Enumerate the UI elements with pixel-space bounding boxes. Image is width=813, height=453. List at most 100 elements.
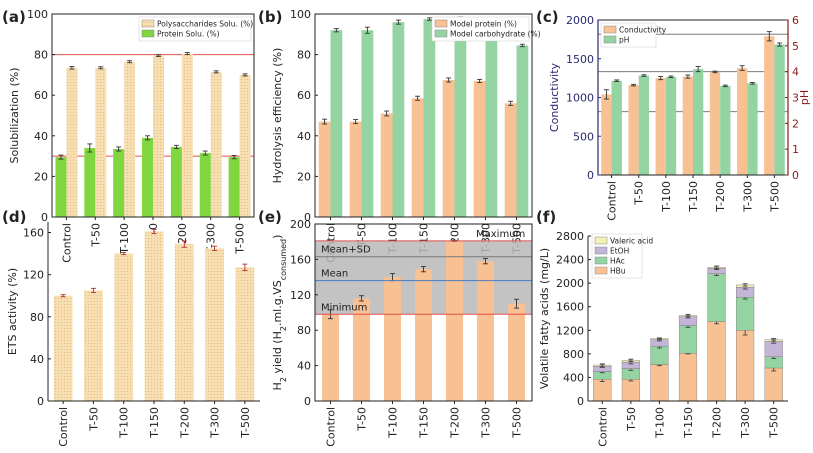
x-tick-label: Control (57, 407, 70, 447)
x-tick-label: T-300 (741, 181, 754, 213)
bar-hac (736, 297, 755, 331)
legend-swatch (594, 256, 608, 265)
y-axis-label-left: Conductivity (548, 62, 561, 132)
bar-s2 (330, 30, 343, 217)
legend-entry: HAc (610, 257, 625, 266)
x-tick-label: Control (596, 407, 609, 447)
y-tick-label: 80 (30, 311, 44, 324)
y-left-tick-label: 1000 (566, 92, 594, 105)
x-tick-label: T-100 (653, 407, 666, 439)
bar-s2 (113, 148, 125, 217)
y-axis-label: H2 yield (H2.ml.g.VSconsumed) (271, 235, 288, 391)
bar-h2-yield (476, 261, 495, 401)
bar-s1 (504, 103, 517, 217)
y-left-tick-label: 1500 (566, 53, 594, 66)
panel-label-a: (a) (2, 8, 26, 26)
y-tick-label: 0 (304, 211, 311, 224)
y-axis-label: Solubilization (%) (8, 67, 21, 163)
x-tick-label: T-50 (625, 407, 638, 432)
x-tick-label: T-500 (768, 181, 781, 213)
x-tick-label: T-200 (449, 407, 462, 439)
x-tick-label: T-150 (148, 407, 161, 439)
panel-label-b: (b) (258, 8, 282, 26)
bar-s2 (485, 32, 498, 217)
chart-f: 0 400 800 1200 1600 2000 2400 2800 Control T-50 T-… (538, 230, 788, 447)
chart-a: 020406080100ControlT-50T-100T-150T-200T-… (8, 8, 255, 263)
bar-hbu (736, 330, 755, 402)
bar-ets (174, 244, 194, 401)
reference-label: Mean (321, 269, 348, 280)
y-tick-label: 0 (304, 395, 311, 408)
bar-conductivity (628, 85, 639, 175)
bar-conductivity (655, 78, 666, 175)
x-tick-label: T-50 (89, 223, 102, 248)
y-tick-label: 1200 (556, 324, 584, 337)
y-tick-label: 160 (23, 227, 44, 240)
x-tick-label: Control (606, 181, 619, 221)
y-tick-label: 40 (297, 360, 311, 373)
y-tick-label: 60 (34, 89, 48, 102)
legend-entry: pH (619, 36, 629, 45)
panel-label-c: (c) (536, 8, 559, 26)
bar-hac (650, 345, 669, 365)
x-tick-label: T-150 (418, 407, 431, 439)
y-tick-label: 400 (563, 371, 584, 384)
x-tick-label: T-150 (687, 181, 700, 213)
y-left-tick-label: 0 (587, 169, 594, 182)
bar-s2 (361, 30, 374, 217)
bar-s1 (349, 121, 362, 217)
bar-ets (53, 295, 73, 401)
y-tick-label: 40 (297, 130, 311, 143)
legend-entry: Valeric acid (610, 237, 653, 246)
y-tick-label: 0 (41, 211, 48, 224)
legend-entry: Polysaccharides Solu. (%) (157, 20, 253, 29)
legend-swatch (141, 19, 155, 28)
bar-h2-yield (507, 303, 526, 401)
bar-s2 (170, 146, 182, 217)
y-tick-label: 100 (27, 8, 48, 21)
y-tick-label: 120 (23, 269, 44, 282)
bar-conductivity (736, 68, 748, 175)
y-tick-label: 120 (290, 289, 311, 302)
y-right-tick-label: 4 (792, 66, 799, 79)
bar-s1 (442, 79, 455, 217)
x-tick-label: T-300 (480, 407, 493, 439)
bar-h2-yield (383, 277, 402, 401)
y-axis-label: ETS activity (%) (6, 268, 19, 355)
legend-entry: Protein Solu. (%) (157, 30, 220, 39)
chart-d: 0 40 80 120 160 Control T-50 T-100 T-150 T-200 T-3… (6, 222, 260, 447)
bar-s1 (473, 80, 486, 218)
bar-conductivity (601, 94, 612, 175)
x-tick-label: T-50 (87, 407, 100, 432)
bar-ph (774, 44, 785, 175)
y-right-tick-label: 2 (792, 117, 799, 130)
bar-ets (205, 248, 224, 401)
bar-s2 (516, 45, 529, 218)
y-tick-label: 0 (37, 395, 44, 408)
y-axis-label-right: pH (798, 90, 811, 105)
y-tick-label: 2400 (556, 254, 584, 267)
bar-hbu (764, 367, 783, 402)
x-tick-label: T-500 (511, 407, 524, 439)
legend-box (138, 16, 252, 42)
legend-swatch (603, 25, 617, 34)
bar-ph (665, 76, 677, 175)
bar-ph (611, 80, 622, 175)
bar-s2 (199, 153, 211, 217)
bar-hbu (621, 378, 640, 402)
legend-box (431, 16, 530, 42)
bar-s2 (84, 147, 96, 217)
bar-s2 (454, 20, 467, 218)
y-tick-label: 200 (290, 218, 311, 231)
y-right-tick-label: 3 (792, 92, 799, 105)
bar-hbu (707, 321, 726, 402)
bar-s1 (318, 121, 331, 217)
y-tick-label: 80 (297, 324, 311, 337)
legend-swatch (594, 236, 608, 245)
legend-swatch (434, 29, 448, 38)
bar-conductivity (682, 76, 693, 175)
bar-ph (638, 75, 650, 175)
bar-conductivity (709, 71, 721, 175)
legend-entry: Model carbohydrate (%) (450, 30, 541, 39)
bar-ets (144, 231, 164, 401)
